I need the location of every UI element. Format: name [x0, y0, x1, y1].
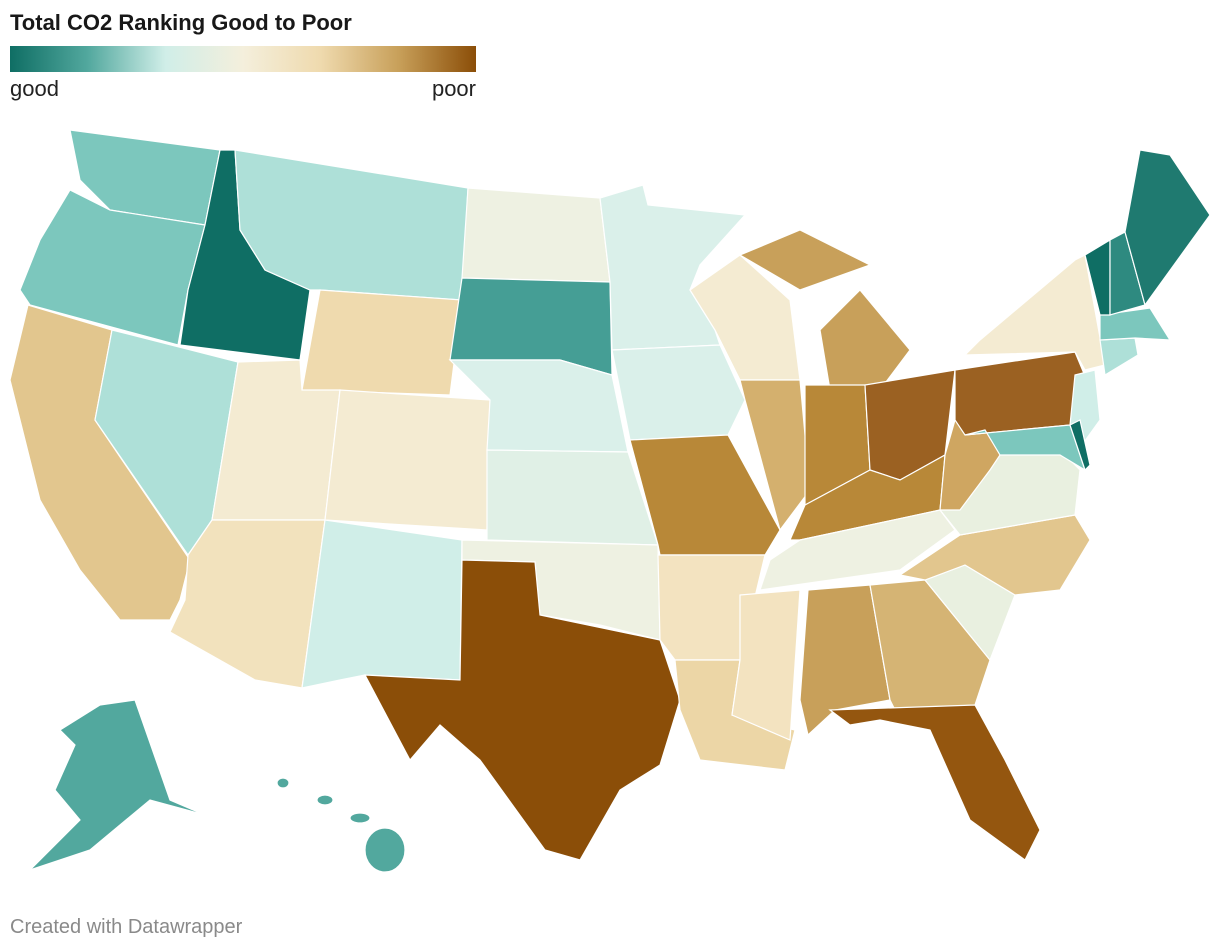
state [1099, 307, 1172, 341]
legend-gradient [10, 46, 476, 72]
legend-low-label: good [10, 76, 59, 101]
state [349, 812, 371, 824]
state [29, 699, 241, 871]
state [486, 449, 659, 546]
state [1099, 337, 1139, 376]
state [324, 389, 491, 531]
state [738, 229, 872, 291]
state [611, 344, 746, 441]
state [19, 189, 206, 346]
state [301, 289, 463, 396]
state [1069, 419, 1091, 472]
state [739, 379, 811, 532]
state [461, 187, 611, 283]
state [301, 519, 463, 689]
title: Total CO2 Ranking Good to Poor [10, 10, 352, 35]
credit: Created with Datawrapper [10, 916, 243, 938]
state [963, 254, 1106, 371]
state [819, 289, 911, 391]
state [828, 704, 1041, 861]
state [759, 509, 956, 591]
state [276, 777, 290, 789]
state [316, 794, 334, 806]
state [731, 589, 801, 741]
legend-high-label: poor [431, 76, 476, 101]
state [363, 559, 681, 861]
state [1124, 149, 1211, 307]
state [364, 827, 406, 873]
